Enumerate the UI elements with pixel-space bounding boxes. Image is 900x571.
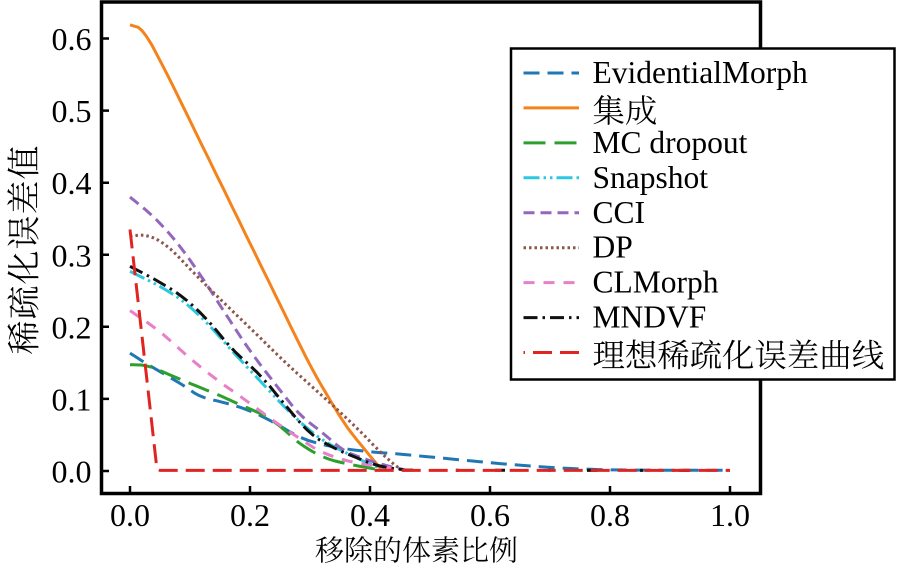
svg-text:Snapshot: Snapshot <box>593 160 709 195</box>
svg-text:0.4: 0.4 <box>52 165 92 201</box>
svg-text:DP: DP <box>593 230 633 265</box>
svg-text:0.8: 0.8 <box>590 497 630 533</box>
svg-text:0.1: 0.1 <box>52 381 92 417</box>
svg-text:1.0: 1.0 <box>710 497 750 533</box>
svg-text:0.6: 0.6 <box>470 497 510 533</box>
svg-text:0.0: 0.0 <box>110 497 150 533</box>
svg-text:0.5: 0.5 <box>52 93 92 129</box>
svg-text:CCI: CCI <box>593 195 646 230</box>
svg-text:0.2: 0.2 <box>230 497 270 533</box>
svg-text:0.4: 0.4 <box>350 497 390 533</box>
svg-text:0.3: 0.3 <box>52 237 92 273</box>
svg-text:EvidentialMorph: EvidentialMorph <box>593 55 808 90</box>
svg-text:0.0: 0.0 <box>52 454 92 490</box>
svg-text:0.2: 0.2 <box>52 309 92 345</box>
svg-text:0.6: 0.6 <box>52 21 92 57</box>
svg-text:MC dropout: MC dropout <box>593 125 748 160</box>
svg-text:MNDVF: MNDVF <box>593 300 707 335</box>
svg-text:CLMorph: CLMorph <box>593 265 719 300</box>
